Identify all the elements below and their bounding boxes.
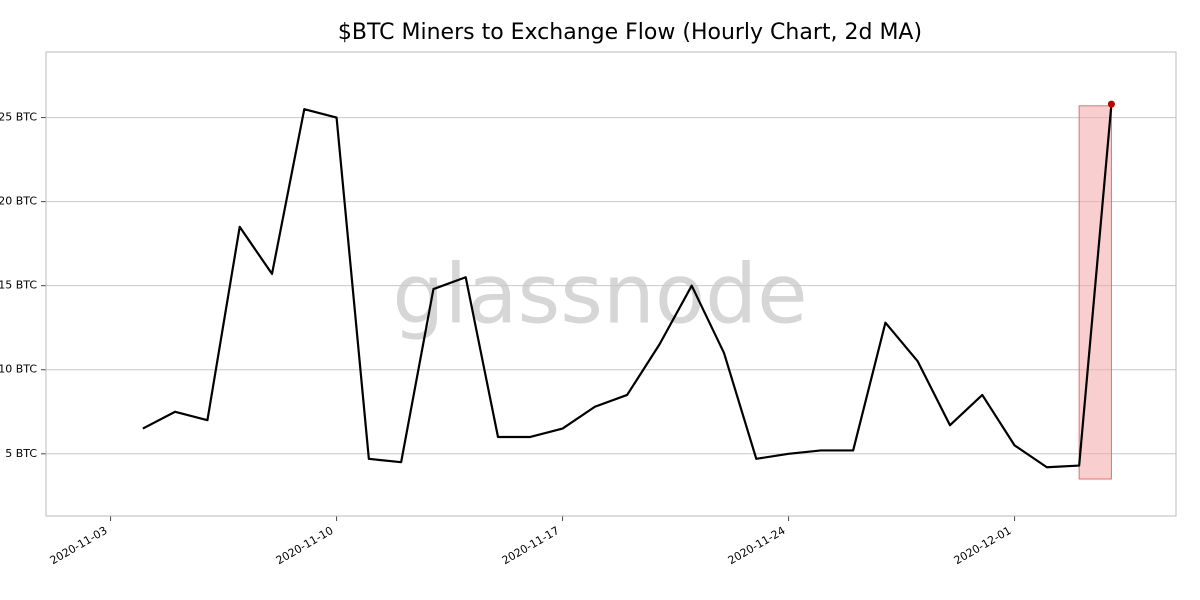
plot-frame (45, 51, 1177, 517)
y-tick-label: 25 BTC (0, 111, 37, 124)
x-tick-label: 2020-11-17 (500, 524, 562, 567)
x-tick-label: 2020-11-24 (726, 524, 788, 567)
x-tick-label: 2020-11-03 (48, 524, 110, 567)
y-tick-label: 20 BTC (0, 195, 37, 208)
y-tick-label: 5 BTC (5, 447, 37, 460)
x-tick-label: 2020-11-10 (274, 524, 336, 567)
chart-title: $BTC Miners to Exchange Flow (Hourly Cha… (338, 20, 922, 45)
watermark: glassnode (392, 247, 807, 342)
line (142, 104, 1113, 469)
x-tick-label: 2020-12-01 (952, 524, 1014, 567)
end-marker (1107, 100, 1115, 108)
y-tick-label: 15 BTC (0, 279, 37, 292)
y-tick-label: 10 BTC (0, 363, 37, 376)
